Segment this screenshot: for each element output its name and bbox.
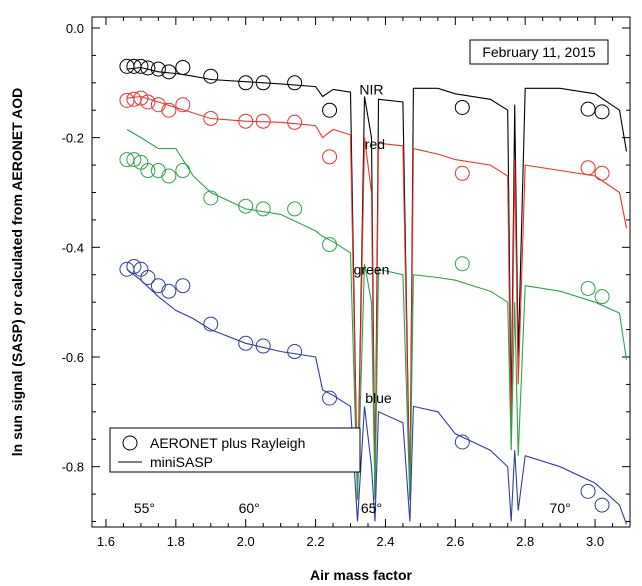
aeronet-point: [140, 163, 156, 179]
aeronet-point: [161, 102, 177, 118]
aeronet-point: [594, 165, 610, 181]
aeronet-point: [322, 149, 338, 165]
aeronet-point: [580, 280, 596, 296]
aeronet-point: [255, 113, 271, 129]
aeronet-point: [140, 269, 156, 285]
aeronet-point: [238, 198, 254, 214]
aeronet-point: [454, 165, 470, 181]
aeronet-point: [175, 163, 191, 179]
aeronet-point: [454, 434, 470, 450]
aeronet-point: [238, 113, 254, 129]
aeronet-point: [150, 278, 166, 294]
series-label-blue: blue: [365, 390, 392, 406]
aeronet-point: [580, 160, 596, 176]
y-axis-title: ln sun signal (SASP) or calculated from …: [9, 88, 25, 456]
aeronet-point: [126, 259, 142, 275]
aeronet-point: [238, 335, 254, 351]
aeronet-point: [150, 163, 166, 179]
date-box: February 11, 2015: [469, 39, 609, 65]
plot-frame: [91, 16, 631, 528]
aeronet-point: [175, 59, 191, 75]
y-tick-label: -0.2: [62, 131, 84, 146]
angle-annotation: 55°: [134, 500, 155, 516]
aeronet-point: [161, 64, 177, 80]
aeronet-point: [175, 97, 191, 113]
annotation-layer: 55° 60° 65° 70°: [134, 500, 571, 516]
series-label-green: green: [354, 261, 390, 277]
series-label-red: red: [365, 136, 385, 152]
x-tick-label: 1.6: [97, 534, 115, 549]
date-box-frame: [469, 39, 609, 65]
aeronet-point: [133, 90, 149, 106]
aeronet-point: [287, 75, 303, 91]
minisasp-line-blue: [126, 268, 628, 525]
x-tick-label: 2.8: [516, 534, 534, 549]
date-label: February 11, 2015: [482, 44, 596, 60]
aeronet-point: [203, 68, 219, 84]
aeronet-point: [161, 168, 177, 184]
aeronet-point: [454, 256, 470, 272]
aeronet-point: [322, 102, 338, 118]
series-red: red: [119, 90, 628, 500]
aeronet-point: [287, 201, 303, 217]
aeronet-point: [287, 344, 303, 360]
y-tick-label: 0.0: [66, 21, 84, 36]
aeronet-point: [140, 60, 156, 76]
legend-label-aeronet: AERONET plus Rayleigh: [150, 435, 305, 451]
aeronet-point: [255, 201, 271, 217]
series-layer: NIR red green blue: [119, 58, 628, 525]
aeronet-point: [580, 483, 596, 499]
aeronet-point: [255, 75, 271, 91]
aeronet-point: [287, 114, 303, 130]
series-label-nir: NIR: [359, 81, 383, 97]
aeronet-point: [594, 104, 610, 120]
aeronet-point: [150, 61, 166, 77]
series-green: green: [119, 128, 628, 500]
aeronet-point: [203, 110, 219, 126]
angle-annotation: 60°: [239, 500, 260, 516]
aeronet-point: [133, 58, 149, 74]
x-tick-label: 2.6: [446, 534, 464, 549]
angle-annotation: 70°: [550, 500, 571, 516]
aeronet-point: [203, 190, 219, 206]
aeronet-point: [126, 152, 142, 168]
aeronet-point: [255, 338, 271, 354]
aeronet-point: [454, 99, 470, 115]
x-tick-label: 2.0: [237, 534, 255, 549]
legend-frame: [109, 427, 361, 473]
aeronet-point: [238, 75, 254, 91]
x-tick-label: 3.0: [586, 534, 604, 549]
x-tick-label: 1.8: [167, 534, 185, 549]
axis-ticks: [92, 17, 630, 527]
x-tick-label: 2.2: [307, 534, 325, 549]
minisasp-line-red: [126, 95, 628, 500]
axis-tick-labels: 1.6 1.8 2.0 2.2 2.4 2.6 2.8 3.0 0.0 -0.2 -0.4 -0.6 -…: [62, 21, 605, 549]
aeronet-point: [322, 237, 338, 253]
y-tick-label: -0.6: [62, 350, 84, 365]
aeronet-point: [175, 278, 191, 294]
x-axis-title: Air mass factor: [310, 567, 412, 583]
legend: AERONET plus Rayleigh miniSASP: [109, 427, 361, 473]
aeronet-point: [322, 390, 338, 406]
legend-label-minisasp: miniSASP: [150, 454, 213, 470]
x-tick-label: 2.4: [376, 534, 394, 549]
aeronet-point: [150, 97, 166, 113]
legend-marker-circle: [122, 435, 138, 451]
series-blue: blue: [119, 259, 628, 525]
aeronet-point: [594, 497, 610, 513]
y-tick-label: -0.8: [62, 460, 84, 475]
aeronet-point: [594, 289, 610, 305]
aeronet-point: [203, 316, 219, 332]
aeronet-point: [580, 101, 596, 117]
minisasp-line-green: [126, 128, 628, 500]
y-tick-label: -0.4: [62, 240, 84, 255]
angle-annotation: 65°: [361, 500, 382, 516]
aeronet-point: [140, 94, 156, 110]
aeronet-point: [161, 283, 177, 299]
